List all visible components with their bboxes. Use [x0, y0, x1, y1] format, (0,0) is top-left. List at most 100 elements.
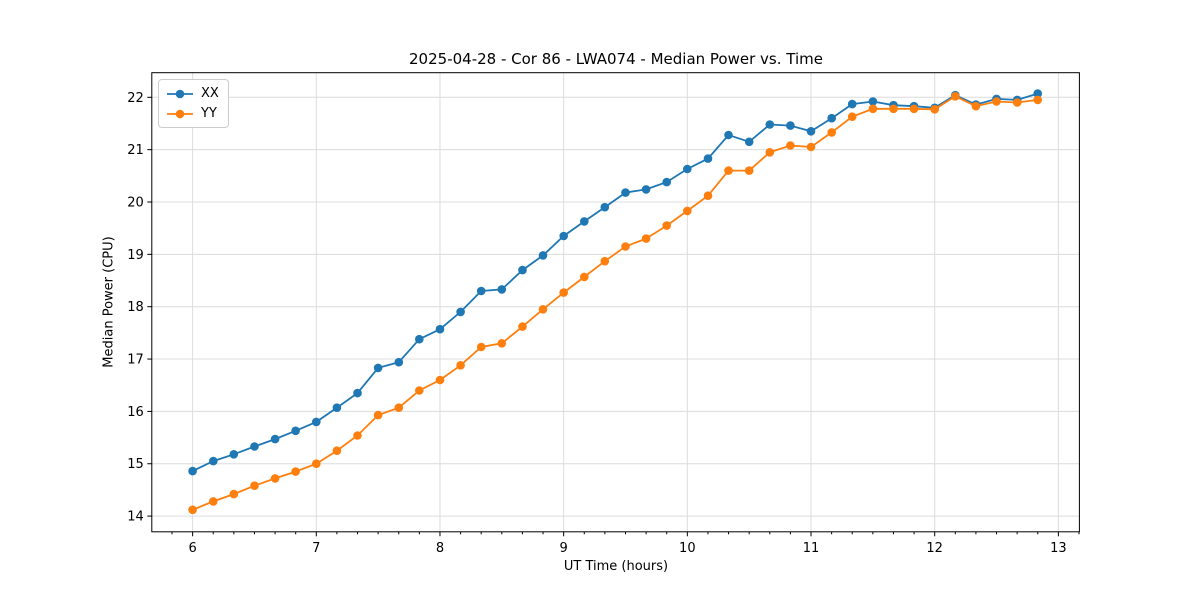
series-xx-point — [559, 231, 568, 241]
x-tick-label: 7 — [312, 541, 320, 556]
series-yy-point — [683, 206, 692, 216]
series-yy-point — [600, 256, 610, 266]
series-xx-point — [580, 217, 589, 226]
legend-item-xx: XX — [166, 85, 219, 102]
series-yy-point — [724, 166, 733, 175]
series-xx-point — [373, 363, 383, 373]
series-xx-point — [476, 286, 486, 296]
x-tick-label: 10 — [679, 541, 696, 556]
series-xx-point — [415, 334, 424, 344]
series-yy-point — [827, 128, 836, 137]
x-axis-label: UT Time (hours) — [563, 559, 669, 574]
series-xx-point — [435, 324, 445, 334]
series-yy-point — [621, 242, 630, 251]
x-tick-label: 8 — [436, 541, 444, 556]
series-yy-point — [456, 361, 465, 370]
x-tick-label: 9 — [560, 541, 568, 556]
series-yy-point — [868, 104, 878, 114]
series-xx-point — [744, 137, 754, 147]
legend-line-icon — [167, 109, 193, 118]
series-yy-point — [229, 489, 239, 499]
y-tick-label: 20 — [127, 196, 144, 211]
series-yy-point — [765, 148, 775, 157]
series-yy-point — [847, 112, 857, 121]
series-xx-point — [229, 450, 239, 459]
series-yy-point — [930, 105, 939, 114]
series-yy-point — [332, 446, 342, 456]
series-xx-point — [683, 164, 692, 174]
series-yy-point — [951, 92, 960, 101]
series-xx-point — [600, 202, 610, 212]
series-yy-point — [373, 410, 383, 420]
gridlines — [151, 72, 1080, 532]
series-yy-point — [971, 101, 981, 111]
series-yy-point — [786, 141, 795, 150]
series-yy-line — [192, 95, 1038, 511]
series-yy-point — [1012, 98, 1022, 107]
series-yy-point — [312, 459, 321, 469]
series-xx-point — [621, 188, 630, 197]
series-xx-point — [868, 97, 878, 106]
y-tick-labels: 14 15 16 17 18 19 20 21 22 — [127, 91, 144, 525]
tick-marks — [147, 96, 1080, 537]
series-xx-point — [765, 120, 775, 129]
series-xx-point — [312, 417, 321, 427]
series-yy-point — [662, 221, 671, 230]
y-tick-label: 15 — [127, 457, 144, 472]
series-xx-point — [724, 130, 733, 140]
y-tick-label: 22 — [127, 91, 144, 106]
y-tick-label: 19 — [127, 248, 144, 263]
series-yy-point — [270, 474, 280, 483]
series-xx-point — [250, 442, 259, 451]
series-xx-point — [518, 265, 527, 275]
series-xx-point — [641, 185, 651, 194]
series-yy-point — [394, 403, 404, 413]
series-xx-point — [827, 113, 836, 123]
series-xx-point — [786, 121, 795, 130]
legend-line-icon — [167, 89, 193, 98]
x-tick-label: 6 — [188, 541, 196, 556]
series-yy-point — [538, 305, 548, 314]
series-yy-point — [188, 505, 197, 515]
series-yy-point — [250, 481, 259, 491]
legend-swatch-xx — [166, 88, 194, 100]
legend-label-xx: XX — [201, 86, 219, 101]
legend-swatch-yy — [166, 108, 194, 120]
series-yy-point — [291, 467, 300, 476]
series-xx-point — [703, 154, 713, 163]
y-tick-label: 17 — [127, 353, 144, 368]
series-yy-point — [476, 342, 486, 352]
x-tick-label: 12 — [926, 541, 943, 556]
series-yy-point — [209, 497, 218, 506]
series-yy-point — [518, 322, 527, 331]
y-tick-label: 21 — [127, 143, 144, 158]
series-xx — [188, 89, 1042, 476]
legend-label-yy: YY — [201, 106, 217, 121]
series-xx-point — [1033, 89, 1042, 98]
series-yy-point — [353, 431, 362, 440]
series-yy-point — [559, 288, 568, 297]
legend: XX YY — [158, 79, 229, 128]
series-yy-point — [992, 97, 1001, 106]
x-tick-labels: 6 7 8 9 10 11 12 13 — [188, 541, 1066, 556]
y-tick-label: 18 — [127, 300, 144, 315]
y-axis-label: Median Power (CPU) — [101, 236, 117, 368]
legend-item-yy: YY — [166, 105, 219, 122]
chart-title: 2025-04-28 - Cor 86 - LWA074 - Median Po… — [409, 50, 823, 68]
series-yy-point — [497, 339, 507, 348]
series-yy-point — [580, 272, 589, 282]
x-tick-label: 13 — [1050, 541, 1067, 556]
legend-marker — [175, 109, 185, 118]
series-yy-point — [744, 166, 754, 175]
series-yy-point — [435, 375, 445, 385]
series-xx-point — [188, 466, 197, 476]
series-yy-point — [806, 142, 816, 152]
series-xx-point — [353, 388, 362, 398]
series-yy-point — [1033, 95, 1042, 105]
series-xx-point — [270, 434, 280, 444]
series-yy-point — [703, 191, 713, 200]
series-xx-point — [662, 177, 671, 187]
series-xx-point — [394, 357, 404, 367]
series-yy-point — [641, 234, 651, 243]
